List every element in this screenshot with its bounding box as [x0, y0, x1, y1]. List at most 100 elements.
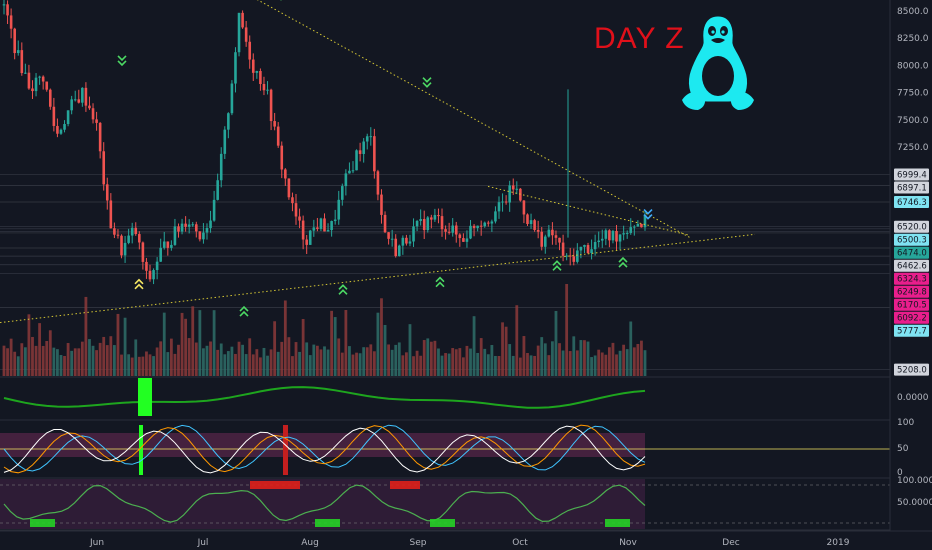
volume-bar	[45, 340, 49, 376]
candle	[319, 218, 323, 229]
volume-bar	[219, 343, 223, 376]
price-tag-badge	[894, 233, 929, 246]
candle	[469, 225, 472, 239]
volume-bar	[287, 337, 291, 376]
volume-bar	[344, 310, 348, 376]
candle	[105, 184, 109, 201]
candle	[95, 119, 98, 123]
volume-bar	[294, 342, 298, 376]
chevron-stroke	[618, 256, 628, 263]
candle	[397, 245, 401, 257]
rsi-zone-fill	[250, 481, 300, 489]
volume-bar	[134, 339, 138, 376]
candle	[380, 194, 383, 215]
chevron-stroke	[435, 276, 445, 283]
volume-bar	[202, 348, 205, 376]
volume-bar	[84, 296, 88, 376]
pane-tick-label: 0	[897, 468, 903, 478]
volume-bar	[205, 345, 209, 376]
price-tag-label: 6897.1	[897, 183, 927, 193]
volume-bar	[333, 317, 337, 376]
candle	[251, 59, 255, 73]
candle	[234, 52, 237, 84]
price-tag-badge	[894, 324, 929, 337]
volume-bar	[444, 353, 447, 376]
stoch-line	[3, 424, 646, 474]
candle	[237, 12, 241, 53]
volume-bar	[109, 336, 113, 376]
volume-bar	[472, 316, 476, 376]
candle	[48, 89, 52, 107]
volume-bar	[454, 349, 458, 376]
volume-bar	[508, 344, 512, 376]
volume-bar	[276, 351, 280, 376]
signal-chevron	[643, 209, 653, 220]
candle	[280, 145, 284, 170]
candle	[355, 150, 358, 171]
candle	[9, 15, 13, 29]
volume-bar	[625, 349, 629, 376]
candle	[330, 221, 333, 231]
volume-bar	[629, 321, 633, 376]
volume-bar	[280, 341, 284, 376]
candle	[6, 4, 9, 16]
stoch-signal-bar	[283, 425, 288, 475]
candle	[419, 219, 422, 221]
candle	[170, 244, 173, 248]
chevron-stroke	[239, 305, 249, 312]
volume-bar	[558, 343, 561, 376]
volume-bar	[433, 340, 437, 376]
volume-bar	[547, 355, 551, 376]
price-tag-label: 6999.4	[897, 170, 927, 180]
candle	[590, 249, 593, 254]
volume-bar	[586, 341, 590, 376]
volume-bar	[116, 313, 120, 376]
volume-bar	[255, 349, 259, 376]
pane-tick-label: 0.0000	[897, 393, 929, 403]
volume-bar	[194, 342, 198, 376]
volume-bar	[130, 357, 134, 376]
price-tag-badge	[894, 311, 929, 324]
candle	[593, 241, 597, 250]
candle	[276, 126, 280, 146]
volume-bar	[148, 354, 152, 376]
candle	[522, 200, 526, 215]
candle	[454, 225, 458, 235]
price-tick-label: 7750.0	[897, 89, 929, 99]
volume-bar	[533, 355, 537, 376]
candle	[230, 83, 234, 114]
candle	[415, 220, 419, 227]
price-tick-label: 8500.0	[897, 7, 929, 17]
price-tag-badge	[894, 259, 929, 272]
volume-bar	[248, 338, 252, 376]
candle	[440, 216, 444, 230]
volume-bar	[543, 343, 547, 376]
candle	[187, 224, 191, 227]
volume-bar	[497, 356, 501, 376]
candle	[20, 50, 24, 74]
candle	[515, 188, 519, 190]
volume-bar	[380, 298, 383, 376]
candle	[362, 141, 365, 154]
volume-bar	[437, 348, 440, 376]
candle	[227, 113, 230, 130]
volume-bar	[405, 352, 408, 376]
volume-bar	[515, 305, 519, 376]
candle	[88, 105, 91, 109]
candle	[572, 256, 576, 262]
candle	[84, 87, 88, 106]
volume-bar	[401, 355, 405, 376]
candle	[465, 238, 469, 242]
volume-bar	[572, 336, 576, 376]
volume-bar	[20, 343, 24, 376]
candle	[155, 261, 159, 271]
candle	[394, 238, 398, 257]
volume-bar	[568, 351, 572, 376]
price-tag-label: 6092.2	[897, 314, 927, 324]
candle	[134, 227, 138, 235]
pane-tick-label: 50	[897, 444, 909, 454]
rsi-zone-fill	[390, 481, 420, 489]
volume-bar	[216, 349, 220, 376]
